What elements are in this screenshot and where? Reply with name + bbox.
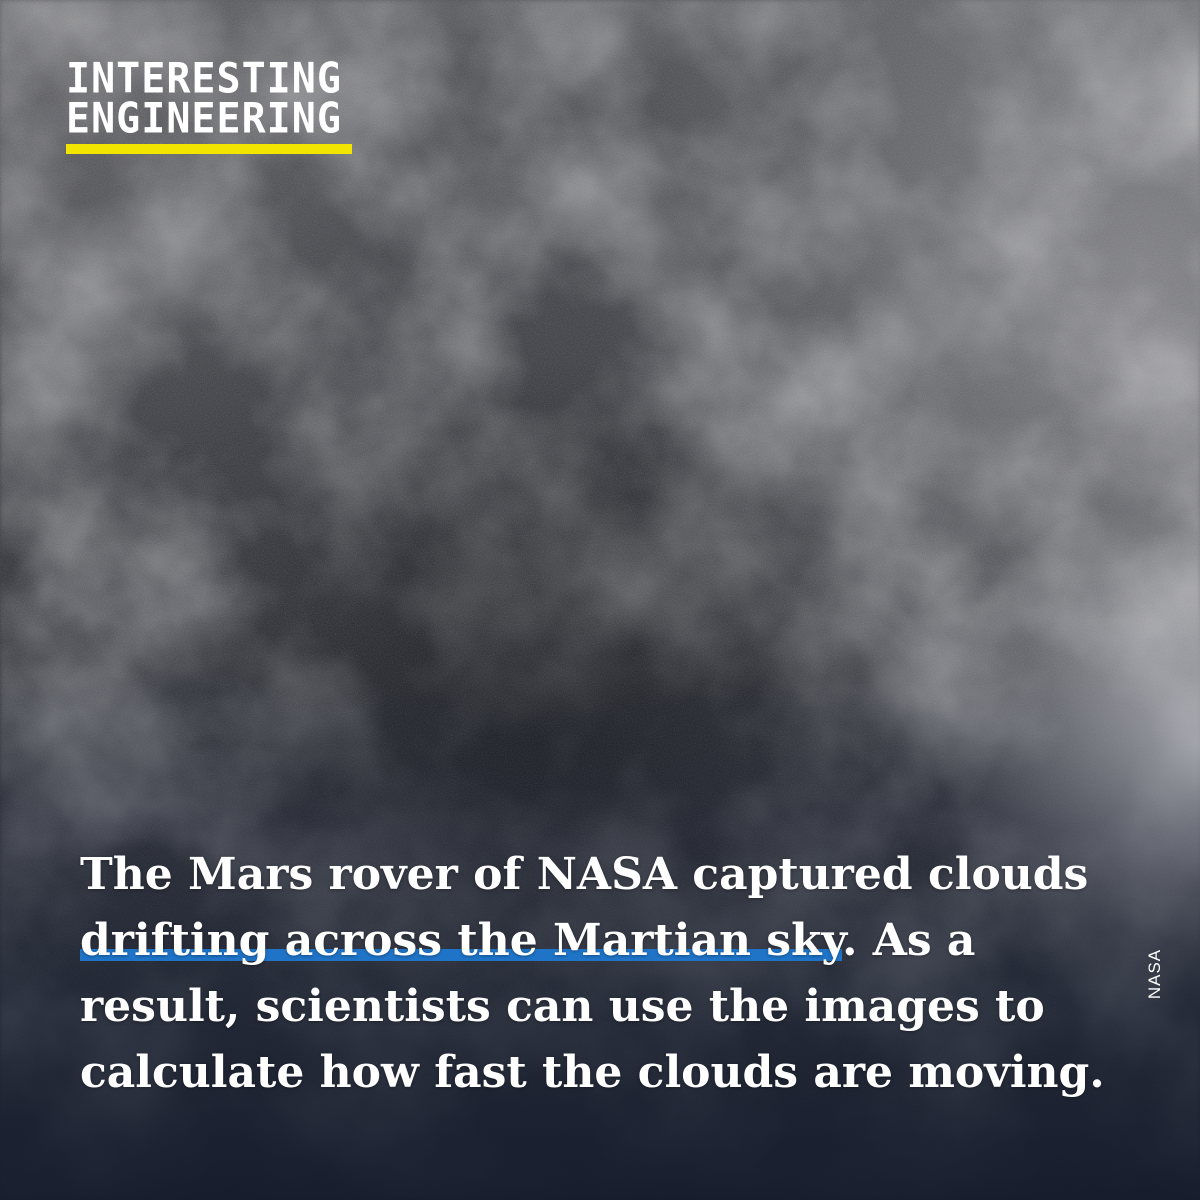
photo-credit: NASA [1140, 940, 1170, 1008]
caption-text: The Mars rover of NASA captured clouds d… [80, 842, 1120, 1106]
caption-highlight: drifting across the Martian sky [80, 915, 843, 966]
brand-logo: INTERESTING ENGINEERING [66, 54, 356, 154]
brand-underline [66, 144, 352, 154]
photo-credit-label: NASA [1145, 948, 1164, 1000]
caption-tail: . As a result, scientists can use the im… [80, 915, 1105, 1098]
brand-line-2: ENGINEERING [66, 94, 342, 144]
brand-line-1: INTERESTING [66, 54, 342, 104]
caption-lead: The Mars rover of NASA captured clouds [80, 849, 1089, 900]
